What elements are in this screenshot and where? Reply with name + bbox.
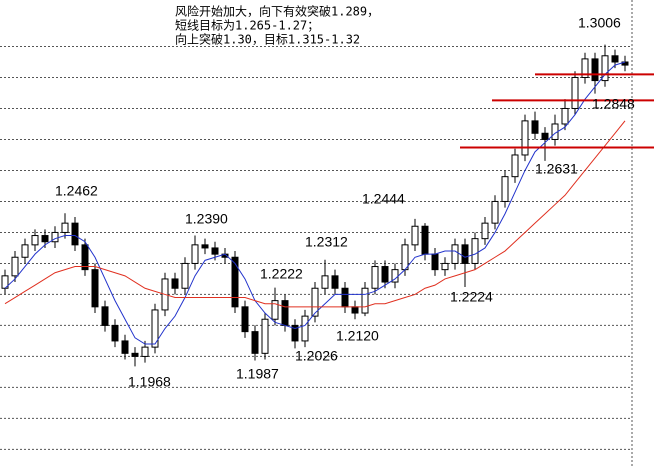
candle-body — [91, 269, 99, 308]
candle-body — [471, 238, 479, 264]
candle-body — [371, 266, 379, 289]
candle-body — [141, 346, 149, 357]
candle-body — [31, 235, 39, 246]
price-label: 1.2312 — [305, 234, 348, 250]
price-label: 1.2224 — [450, 289, 493, 305]
price-label: 1.3006 — [578, 15, 621, 31]
candle-body — [241, 306, 249, 333]
candle-body — [111, 324, 119, 342]
candle-body — [201, 244, 209, 249]
candle-body — [331, 275, 339, 289]
candle-body — [21, 244, 29, 258]
candle-body — [291, 324, 299, 342]
candle-body — [81, 244, 89, 271]
candle-body — [411, 225, 419, 246]
candle-body — [461, 244, 469, 264]
candle-body — [61, 222, 69, 233]
candle-body — [251, 331, 259, 354]
price-label: 1.1987 — [236, 366, 279, 382]
candle-body — [521, 120, 529, 156]
candle-body — [311, 287, 319, 317]
candle-body — [541, 132, 549, 140]
candle-body — [131, 352, 139, 357]
candle-body — [531, 120, 539, 134]
price-label: 1.2444 — [362, 191, 405, 207]
candle-body — [581, 58, 589, 78]
candle-body — [501, 176, 509, 202]
candle-body — [101, 306, 109, 326]
moving-average — [4, 120, 626, 308]
candle-body — [151, 309, 159, 348]
candle-body — [11, 256, 19, 277]
candle-body — [481, 222, 489, 240]
candle-body — [181, 262, 189, 289]
candle-body — [511, 154, 519, 178]
candle-body — [341, 287, 349, 308]
candle-body — [271, 300, 279, 320]
candle-body — [451, 244, 459, 264]
candle-body — [321, 275, 329, 289]
candle-body — [561, 107, 569, 125]
candle-body — [281, 300, 289, 326]
moving-average — [4, 61, 626, 345]
candle-body — [361, 287, 369, 314]
candle-body — [591, 58, 599, 82]
price-label: 1.2848 — [592, 96, 635, 112]
candle-body — [381, 266, 389, 283]
candle-body — [611, 55, 619, 63]
candle-body — [71, 222, 79, 246]
candle-body — [491, 200, 499, 224]
note-line: 短线目标为1.265-1.27； — [175, 19, 319, 33]
price-label: 1.2390 — [185, 211, 228, 227]
candle-body — [301, 315, 309, 342]
candle-body — [121, 340, 129, 354]
candle-body — [431, 253, 439, 271]
candle-body — [231, 256, 239, 308]
candle-body — [601, 55, 609, 82]
price-label: 1.2026 — [295, 348, 338, 364]
candle-body — [441, 262, 449, 271]
candle-body — [351, 306, 359, 314]
note-line: 向上突破1.30，目标1.315-1.32 — [175, 32, 360, 47]
price-label: 1.1968 — [128, 374, 171, 390]
price-label: 1.2222 — [260, 266, 303, 282]
candle-body — [191, 244, 199, 264]
note-line: 风险开始加大，向下有效突破1.289， — [175, 4, 379, 19]
candle-body — [51, 231, 59, 243]
candle-body — [211, 247, 219, 255]
candle-body — [171, 278, 179, 289]
candle-body — [401, 244, 409, 271]
candle-body — [421, 225, 429, 255]
price-label: 1.2631 — [535, 161, 578, 177]
price-label: 1.2462 — [55, 183, 98, 199]
candle-body — [571, 76, 579, 109]
candle-body — [41, 235, 49, 243]
price-label: 1.2120 — [336, 328, 379, 344]
candle-body — [261, 318, 269, 354]
